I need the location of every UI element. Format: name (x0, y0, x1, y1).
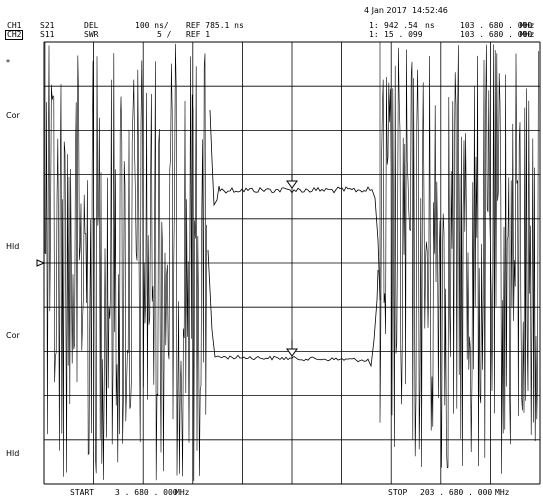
ch2-marker-value: 15 . 099 (384, 30, 423, 39)
ch1-marker-index: 1: (369, 21, 379, 30)
marker-1-ch2-icon[interactable] (286, 348, 298, 357)
ch1-ref: REF 785.1 ns (186, 21, 244, 30)
asterisk-label: * (6, 58, 10, 67)
graticule (43, 41, 541, 485)
ch1-marker-unit: ns (425, 21, 435, 30)
noise-region-left (44, 42, 207, 481)
reference-position-icon (36, 259, 46, 267)
datetime: 4 Jan 2017 14:52:46 (364, 6, 448, 15)
stop-label: STOP (388, 488, 408, 497)
ch2-marker-freq: 103 . 680 . 000 (460, 30, 533, 39)
noise-region-right (379, 42, 539, 474)
ch2-ref: REF 1 (186, 30, 211, 39)
start-value: 3 . 680 . 000 (115, 488, 178, 497)
hld-label-top: Hld (6, 242, 20, 251)
cor-label-top: Cor (6, 111, 20, 120)
stop-value: 203 . 680 . 000 (420, 488, 493, 497)
ch1-marker-value: 942 .54 (384, 21, 418, 30)
ch2-freq-unit: MHz (520, 30, 535, 39)
ch1-marker-freq: 103 . 680 . 000 (460, 21, 533, 30)
hld-label-bottom: Hld (6, 449, 20, 458)
ch2-swr-trace (207, 249, 379, 368)
ch2-param: S11 (40, 30, 55, 39)
ch1-format: DEL (84, 21, 99, 30)
ch1-delay-trace (209, 109, 381, 301)
start-label: START (70, 488, 95, 497)
ch1-param: S21 (40, 21, 55, 30)
ch1-scale: 100 ns/ (135, 21, 169, 30)
cor-label-bottom: Cor (6, 331, 20, 340)
ch2-scale: 5 / (157, 30, 172, 39)
marker-1-ch1-icon[interactable] (286, 180, 298, 189)
start-unit: MHz (175, 488, 190, 497)
ch1-freq-unit: MHz (520, 21, 535, 30)
ch2-marker-index: 1: (369, 30, 379, 39)
ch2-label[interactable]: CH2 (5, 30, 24, 40)
ch2-format: SWR (84, 30, 99, 39)
stop-unit: MHz (495, 488, 510, 497)
ch1-label[interactable]: CH1 (7, 21, 22, 30)
